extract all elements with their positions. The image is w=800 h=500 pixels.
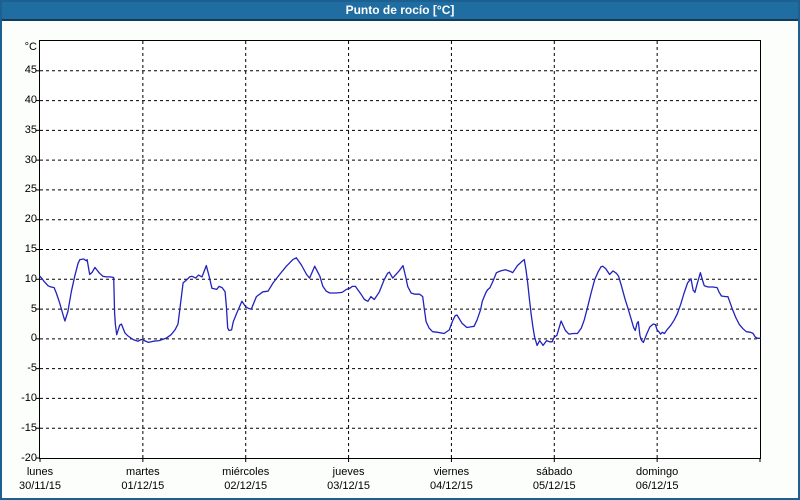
y-tick-label-20: 20 xyxy=(24,213,37,226)
y-tick-label--5: -5 xyxy=(27,362,37,375)
plot-area xyxy=(36,40,761,462)
x-tick-label-jueves: jueves 03/12/15 xyxy=(297,465,401,493)
x-tick-label-martes: martes 01/12/15 xyxy=(91,465,195,493)
x-day-name: martes xyxy=(126,466,160,478)
dew-point-series-line xyxy=(39,257,761,347)
x-day-date: 02/12/15 xyxy=(224,480,268,492)
y-tick-label--20: -20 xyxy=(21,451,37,464)
y-tick-label--15: -15 xyxy=(21,421,37,434)
x-tick-label-sábado: sábado 05/12/15 xyxy=(502,465,606,493)
x-day-name: domingo xyxy=(636,466,679,478)
x-day-date: 30/11/15 xyxy=(18,480,61,492)
y-tick-label-30: 30 xyxy=(24,153,37,166)
x-day-name: lunes xyxy=(26,466,54,478)
y-tick-label--10: -10 xyxy=(21,391,37,404)
x-day-date: 03/12/15 xyxy=(327,480,370,492)
x-day-name: viernes xyxy=(433,466,470,478)
x-day-date: 01/12/15 xyxy=(121,480,165,492)
x-day-name: jueves xyxy=(332,466,365,478)
y-tick-label-25: 25 xyxy=(24,183,37,196)
x-tick-label-lunes: lunes 30/11/15 xyxy=(2,465,92,493)
y-tick-label-35: 35 xyxy=(24,123,37,136)
x-day-date: 06/12/15 xyxy=(635,480,679,492)
x-tick-label-miércoles: miércoles 02/12/15 xyxy=(194,465,298,493)
y-tick-label-10: 10 xyxy=(24,272,37,285)
x-day-date: 05/12/15 xyxy=(532,480,576,492)
x-tick-label-viernes: viernes 04/12/15 xyxy=(399,465,503,493)
dew-point-line-chart xyxy=(36,41,761,462)
x-tick-label-domingo: domingo 06/12/15 xyxy=(605,465,709,493)
y-tick-label-5: 5 xyxy=(30,302,37,315)
y-tick-label-40: 40 xyxy=(24,94,37,107)
x-day-name: sábado xyxy=(536,466,573,478)
y-tick-label-15: 15 xyxy=(24,243,37,255)
chart-title: Punto de rocío [°C] xyxy=(345,3,455,17)
chart-title-bar: Punto de rocío [°C] xyxy=(2,2,798,21)
x-day-date: 04/12/15 xyxy=(430,480,473,492)
y-tick-label-45: 45 xyxy=(24,64,37,77)
x-day-name: miércoles xyxy=(222,466,270,478)
y-tick-label-0: 0 xyxy=(30,332,37,345)
y-axis-unit-label: °C xyxy=(24,41,37,53)
